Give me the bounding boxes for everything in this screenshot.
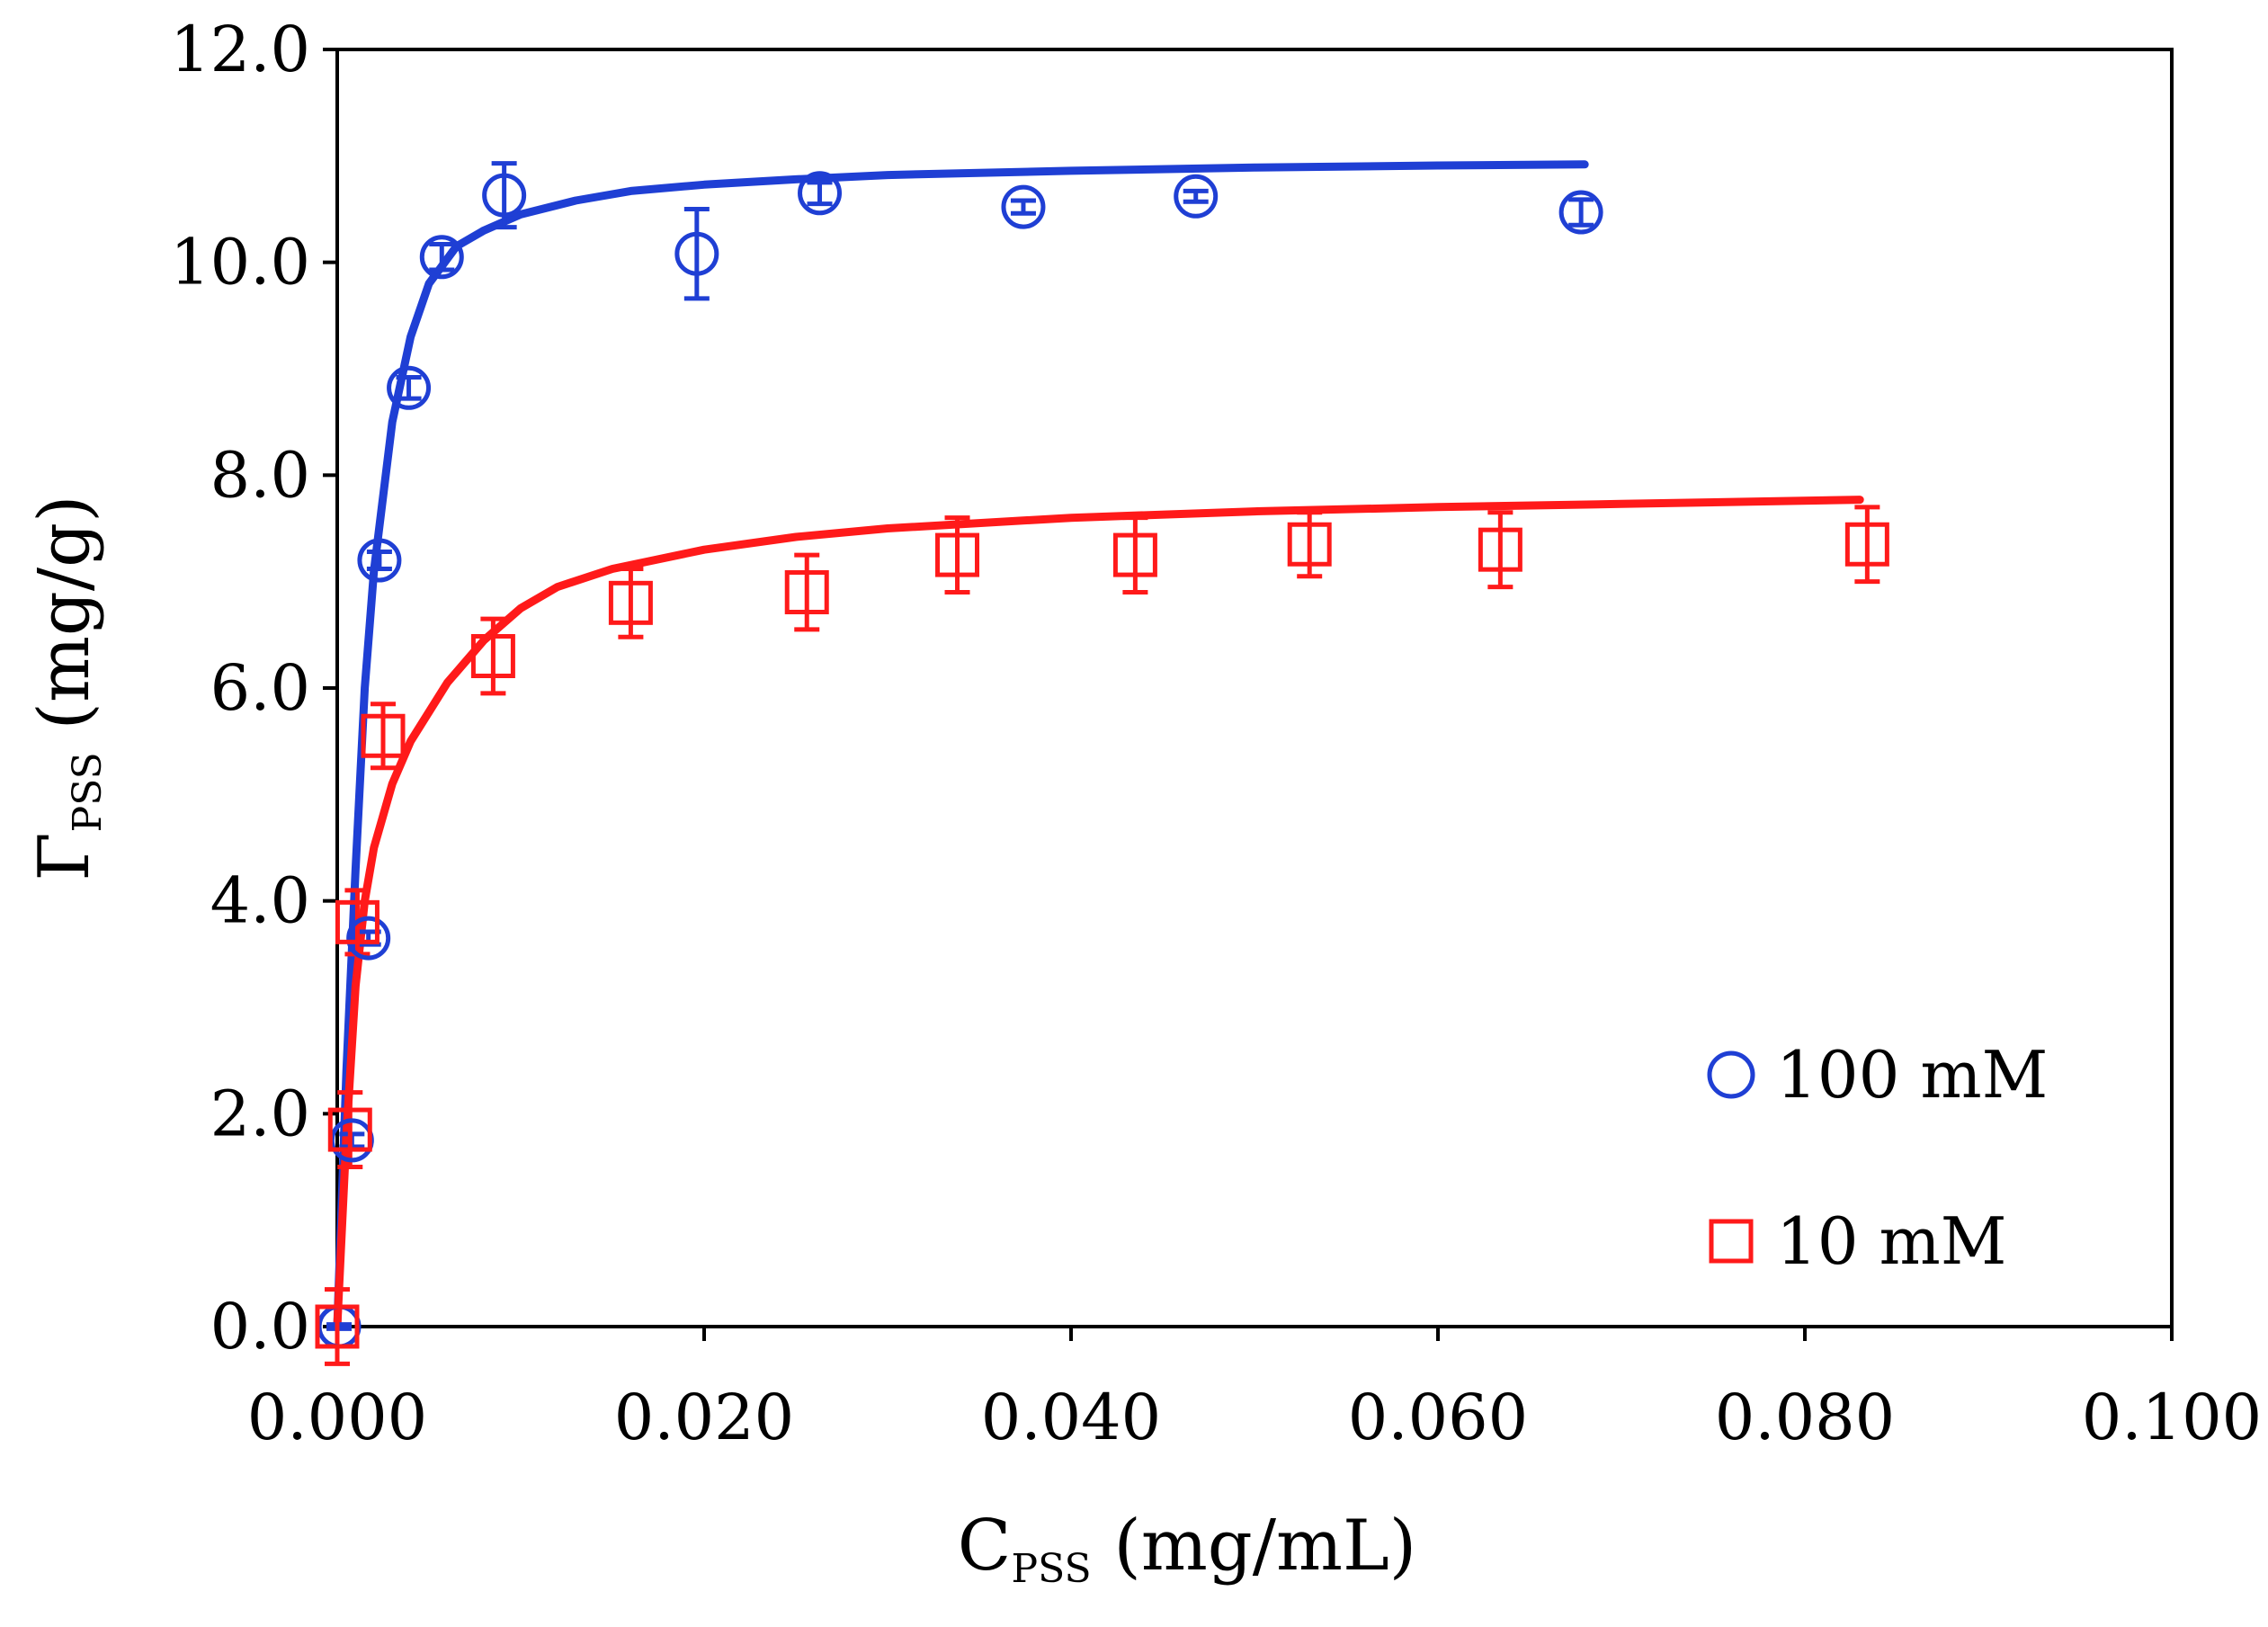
x-tick-label: 0.080	[1715, 1381, 1895, 1454]
plot-frame	[335, 48, 2174, 1328]
error-bar	[371, 702, 396, 771]
error-bar	[325, 1287, 350, 1366]
x-axis-title-sub: PSS	[1011, 1546, 1091, 1592]
error-bar	[944, 515, 970, 594]
data-point-100mm	[419, 235, 464, 280]
error-bar	[683, 207, 710, 301]
x-axis-title-main: C	[958, 1506, 1012, 1587]
x-axis-title-unit: (mg/mL)	[1092, 1506, 1417, 1587]
x-tick-label: 0.060	[1348, 1381, 1528, 1454]
data-point-100mm	[346, 916, 391, 961]
x-tick-label: 0.020	[614, 1381, 794, 1454]
legend-marker-100mm	[1707, 1050, 1755, 1099]
data-point-10mm	[315, 1304, 360, 1349]
fit-curve-1	[333, 496, 1864, 1331]
legend-label-10mm: 10 mM	[1776, 1203, 2007, 1279]
data-point-100mm	[674, 231, 719, 276]
data-point-100mm	[387, 365, 432, 410]
y-axis-title-unit: (mg/g)	[24, 495, 105, 752]
error-bar	[1010, 198, 1036, 216]
legend-label-100mm: 100 mM	[1776, 1037, 2048, 1113]
data-point-10mm	[1287, 522, 1332, 567]
error-bar	[618, 566, 644, 639]
y-tick-label: 10.0	[170, 226, 310, 299]
error-bar	[366, 550, 392, 571]
axis-ticks: 0.0 2.0 4.0 6.0 8.0 10.0 12.0 0.000 0.020 0.040 0.…	[170, 13, 2262, 1454]
error-bar	[1297, 510, 1323, 579]
data-point-10mm	[784, 570, 829, 614]
data-point-10mm	[327, 1107, 372, 1152]
data-point-10mm	[1478, 527, 1522, 572]
x-axis-title: CPSS (mg/mL)	[958, 1506, 1416, 1592]
y-tick-label: 0.0	[210, 1290, 310, 1363]
y-tick-label: 12.0	[170, 13, 310, 86]
error-bar	[1854, 505, 1880, 585]
y-axis-title-main: Γ	[24, 832, 105, 881]
data-point-10mm	[1112, 532, 1157, 577]
error-bars	[325, 161, 1880, 1366]
y-axis-title-sub: PSS	[65, 752, 111, 832]
fit-curves	[333, 160, 1864, 1331]
legend: 100 mM 10 mM	[1707, 1037, 2048, 1279]
data-point-100mm	[1558, 190, 1603, 235]
y-tick-label: 2.0	[210, 1077, 310, 1150]
data-point-10mm	[608, 580, 653, 625]
data-point-100mm	[482, 173, 527, 218]
x-tick-label: 0.100	[2082, 1381, 2262, 1454]
error-bar	[396, 374, 422, 401]
data-markers	[315, 171, 1889, 1349]
data-point-10mm	[361, 713, 406, 758]
x-tick-label: 0.040	[981, 1381, 1161, 1454]
error-bar	[807, 180, 833, 207]
data-point-100mm	[1001, 184, 1046, 229]
error-bar	[1487, 510, 1513, 590]
error-bar	[337, 1090, 363, 1169]
data-point-100mm	[357, 538, 402, 583]
data-point-100mm	[798, 171, 843, 216]
data-point-10mm	[935, 532, 980, 577]
y-tick-label: 4.0	[210, 864, 310, 938]
data-point-10mm	[1844, 522, 1889, 567]
y-tick-label: 8.0	[210, 438, 310, 512]
error-bar	[794, 552, 820, 632]
error-bar	[429, 242, 455, 273]
data-point-10mm	[335, 899, 379, 944]
legend-marker-10mm	[1709, 1219, 1754, 1264]
data-point-100mm	[1174, 174, 1219, 219]
data-point-10mm	[470, 634, 515, 678]
fit-curve-0	[333, 160, 1589, 1331]
y-axis-title: ΓPSS (mg/g)	[24, 495, 111, 881]
error-bar	[480, 616, 506, 696]
error-bar	[1183, 188, 1209, 204]
x-tick-label: 0.000	[247, 1381, 427, 1454]
error-bar	[1122, 515, 1148, 594]
y-tick-label: 6.0	[210, 651, 310, 725]
error-bar	[1568, 197, 1594, 228]
